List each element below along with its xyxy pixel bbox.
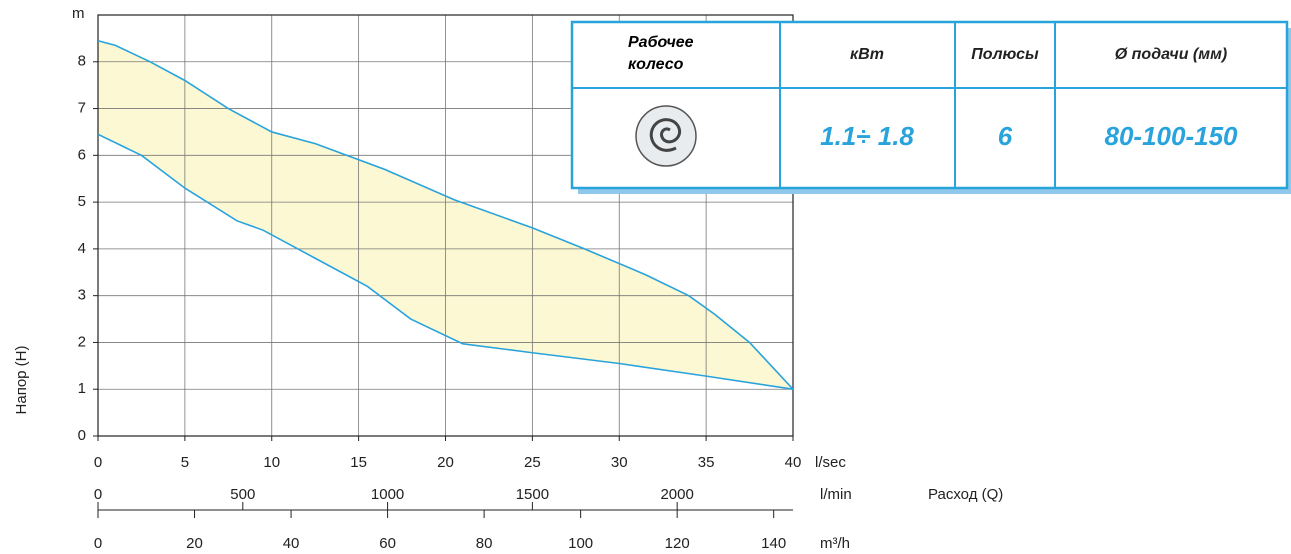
x-tick-label: 10	[263, 454, 280, 471]
header-cell: Рабочее колесо	[628, 34, 694, 73]
y-tick-label: 6	[78, 146, 86, 163]
header-text: Рабочее колесо	[628, 34, 694, 73]
curve	[97, 133, 794, 391]
x2-tick-label: 1500	[516, 486, 549, 503]
x2-tick-label: 1000	[371, 486, 404, 503]
x3-tick-label: 20	[186, 535, 203, 552]
y-unit: m	[72, 5, 85, 22]
value-text: 6	[998, 121, 1013, 151]
y-tick-label: 8	[78, 53, 86, 70]
x3-tick-label: 60	[379, 535, 396, 552]
y-tick-label: 1	[78, 380, 86, 397]
x3-unit: m³/h	[820, 535, 850, 552]
x-tick-label: 40	[785, 454, 802, 471]
y-tick-label: 2	[78, 333, 86, 350]
x2-tick-label: 2000	[660, 486, 693, 503]
x-tick-label: 30	[611, 454, 628, 471]
y-tick-label: 5	[78, 193, 86, 210]
x2-tick-label: 0	[94, 486, 102, 503]
x-tick-label: 35	[698, 454, 715, 471]
x2-tick-label: 500	[230, 486, 255, 503]
x-tick-label: 20	[437, 454, 454, 471]
x3-tick-label: 80	[476, 535, 493, 552]
curve	[97, 39, 794, 390]
value-text: 80-100-150	[1105, 121, 1239, 151]
y-tick-label: 7	[78, 100, 86, 117]
x-tick-label: 25	[524, 454, 541, 471]
x-axis-title: Расход (Q)	[928, 486, 1003, 503]
x3-tick-label: 140	[761, 535, 786, 552]
y-axis-title: Напор (H)	[13, 346, 30, 415]
header-text: Полюсы	[971, 46, 1039, 63]
x-tick-label: 15	[350, 454, 367, 471]
x-unit: l/sec	[815, 454, 846, 471]
y-tick-label: 4	[78, 240, 86, 257]
table-frame	[570, 20, 1289, 190]
y-tick-label: 3	[78, 287, 86, 304]
x-tick-label: 0	[94, 454, 102, 471]
x3-tick-label: 120	[665, 535, 690, 552]
y-tick-label: 0	[78, 427, 86, 444]
x3-tick-label: 100	[568, 535, 593, 552]
plot-frame	[97, 14, 794, 437]
header-text: кВт	[850, 46, 884, 63]
value-text: 1.1÷ 1.8	[820, 121, 914, 151]
spec-table: Рабочее колесо кВт Полюсы Ø подачи (мм) …	[570, 20, 1291, 194]
x-tick-label: 5	[181, 454, 189, 471]
x2-unit: l/min	[820, 486, 852, 503]
x3-tick-label: 40	[283, 535, 300, 552]
x3-tick-label: 0	[94, 535, 102, 552]
header-text: Ø подачи (мм)	[1115, 46, 1228, 63]
impeller-icon	[635, 105, 697, 167]
